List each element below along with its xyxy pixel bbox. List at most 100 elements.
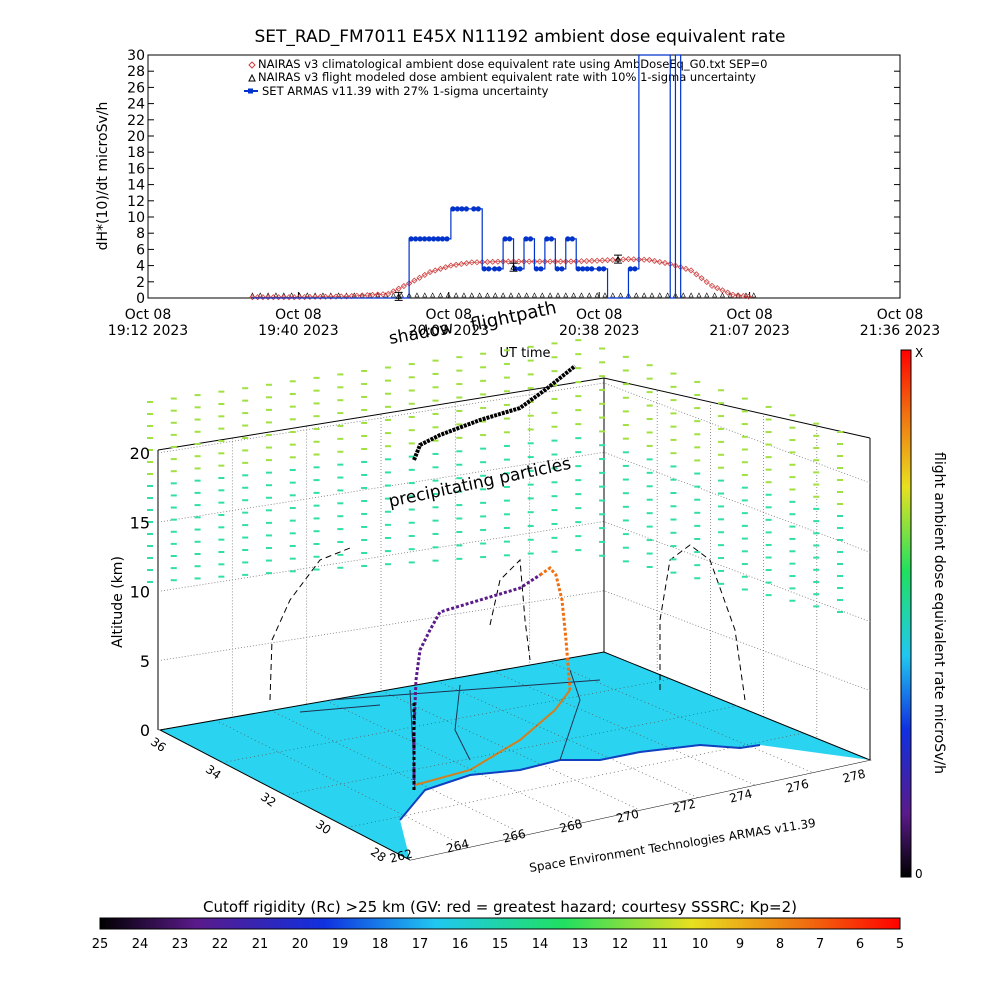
series-armas-point	[444, 236, 450, 242]
x-tick-label-time: 20:09 2023	[409, 323, 489, 339]
rigidity-tick-label: 11	[652, 937, 669, 952]
series-nairas-climatological-point	[400, 282, 407, 290]
series-armas-point	[459, 206, 465, 212]
series-nairas-climatological-point	[390, 288, 397, 295]
zero-marker	[751, 292, 757, 298]
series-nairas-climatological-point	[317, 293, 324, 300]
zero-marker	[688, 292, 694, 298]
zero-marker	[469, 292, 475, 298]
series-armas-point	[559, 266, 565, 272]
series-nairas-climatological-point	[505, 258, 512, 265]
series-nairas-climatological-point	[745, 293, 752, 300]
flight-3d-view: shadow flightpath precipitating particle…	[110, 297, 872, 875]
ground-track	[414, 689, 571, 786]
series-armas-point	[481, 266, 487, 272]
series-armas-point	[627, 266, 634, 272]
series-nairas-climatological-point	[442, 264, 449, 271]
rigidity-tick-label: 19	[332, 937, 349, 952]
series-armas-point	[517, 266, 523, 272]
box-frame	[157, 377, 871, 760]
zero-marker	[704, 292, 710, 298]
series-nairas-climatological-point	[609, 256, 616, 263]
z-tick-label: 5	[140, 652, 150, 671]
series-armas-point	[533, 266, 540, 272]
flightpath-low-purple	[412, 573, 541, 790]
dose-colorbar: X 0 flight ambient dose equivalent rate …	[900, 346, 947, 881]
series-nairas-climatological-point	[280, 294, 287, 301]
series-nairas-climatological-point	[275, 294, 282, 301]
series-armas-point	[502, 236, 508, 242]
zero-marker	[422, 292, 428, 298]
rigidity-tick-label: 25	[92, 937, 109, 952]
series-nairas-climatological-point	[327, 293, 334, 300]
series-nairas-climatological-point	[526, 258, 533, 265]
series-armas-point	[507, 236, 513, 242]
series-armas-point	[492, 266, 498, 272]
rigidity-tick-label: 20	[292, 937, 309, 952]
zero-marker	[633, 292, 639, 298]
series-armas-point	[548, 236, 554, 242]
series-nairas-climatological-point	[729, 291, 736, 298]
rigidity-tick-label: 8	[776, 937, 784, 952]
longitude-tick-label: 262	[388, 847, 414, 866]
series-armas-point	[486, 266, 492, 272]
zero-marker	[531, 292, 537, 298]
zero-marker	[312, 292, 318, 298]
z-axis-label: Altitude (km)	[110, 556, 126, 648]
series-nairas-climatological-point	[468, 259, 475, 266]
series-nairas-climatological-point	[453, 261, 460, 268]
zero-marker	[430, 292, 436, 298]
rigidity-tick-label: 22	[212, 937, 229, 952]
series-nairas-climatological-point	[421, 271, 428, 278]
series-nairas-climatological-point	[369, 291, 376, 298]
zero-marker	[586, 292, 592, 298]
zero-marker	[304, 292, 310, 298]
rigidity-ticks: 25 24 23 22 21 20 19 18 17 16 15 14 13 12 11 10 9 8 7 6 5	[92, 937, 904, 952]
longitude-tick-label: 268	[558, 817, 584, 836]
zero-marker	[680, 292, 686, 298]
ground-map	[158, 651, 872, 861]
colorbar-label: flight ambient dose equivalent rate micr…	[931, 452, 947, 774]
series-nairas-climatological-point	[698, 275, 705, 282]
longitude-tick-label: 270	[615, 807, 641, 826]
series-nairas-climatological-point	[740, 292, 747, 300]
x-tick-label-time: 21:36 2023	[860, 323, 940, 339]
y-tick-label: 30	[127, 48, 145, 64]
series-nairas-climatological-point	[547, 258, 554, 265]
base-gridline	[326, 700, 583, 823]
series-armas-point	[565, 236, 571, 242]
series-nairas-climatological-point	[411, 277, 418, 284]
series-nairas-climatological-point	[270, 294, 277, 301]
series-armas-point	[632, 266, 638, 272]
latitude-tick-label: 34	[203, 762, 224, 782]
series-nairas-flight-point	[395, 293, 402, 299]
longitude-tick-label: 264	[445, 837, 471, 856]
series-nairas-climatological-point	[249, 294, 256, 301]
rigidity-colorbar: Cutoff rigidity (Rc) >25 km (GV: red = g…	[92, 898, 904, 952]
wall-gridline	[157, 382, 871, 484]
series-armas-point	[471, 206, 477, 212]
series-armas-point	[417, 236, 423, 242]
series-nairas-climatological-point	[625, 256, 632, 263]
y-tick-label: 8	[136, 226, 145, 242]
series-layer	[249, 54, 757, 301]
zero-marker	[500, 292, 506, 298]
rigidity-tick-label: 17	[412, 937, 429, 952]
longitude-tick-label: 278	[841, 767, 867, 786]
precipitating-particles	[147, 339, 843, 613]
zero-marker	[492, 292, 498, 298]
longitude-tick-label: 272	[671, 797, 697, 816]
colorbar-max-label: X	[915, 346, 923, 360]
series-armas-point	[584, 266, 590, 272]
longitude-tick-label: 274	[728, 787, 754, 806]
y-tick-label: 16	[127, 161, 145, 177]
series-nairas-climatological-point	[285, 294, 293, 301]
zero-marker	[445, 292, 451, 298]
z-tick-label: 10	[130, 583, 150, 602]
z-tick-label: 15	[130, 513, 150, 532]
series-armas-point	[475, 206, 481, 212]
zero-marker	[665, 292, 671, 298]
zero-marker	[359, 292, 365, 298]
series-nairas-climatological-point	[426, 269, 434, 276]
